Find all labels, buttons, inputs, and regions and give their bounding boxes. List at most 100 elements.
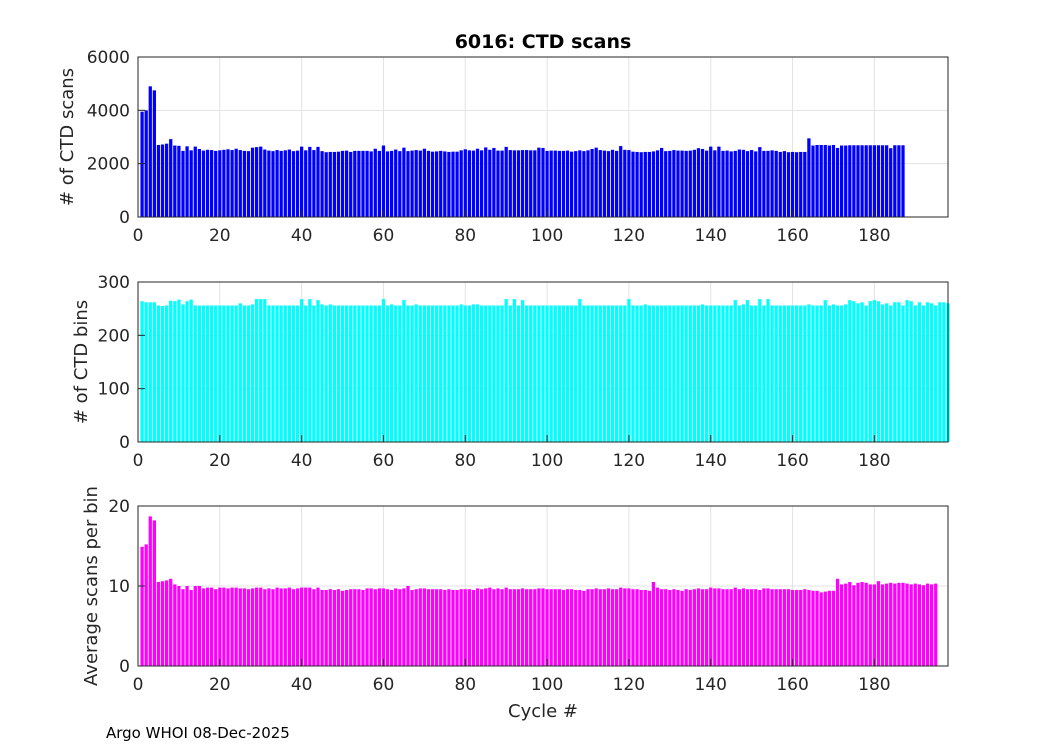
bar	[205, 305, 210, 442]
bar	[455, 151, 459, 217]
x-tick-label: 120	[613, 451, 645, 471]
bar	[725, 305, 729, 442]
bar	[778, 589, 782, 666]
bar	[181, 150, 185, 217]
bar	[259, 587, 263, 666]
bar	[570, 305, 574, 442]
bar	[758, 590, 762, 666]
bar	[840, 305, 844, 442]
bar	[353, 589, 357, 666]
bar	[684, 305, 688, 442]
bar	[508, 305, 512, 442]
bar	[504, 587, 508, 666]
bar	[774, 589, 778, 666]
bar	[889, 305, 893, 442]
bar	[537, 305, 541, 442]
bar	[173, 301, 177, 442]
bar	[259, 299, 263, 442]
bar	[619, 587, 623, 666]
bar	[733, 300, 737, 442]
bar	[210, 150, 214, 217]
bar	[390, 590, 394, 666]
bar	[169, 300, 173, 442]
bar	[492, 305, 496, 442]
bar	[267, 150, 271, 217]
bar	[844, 304, 848, 442]
bar	[512, 589, 516, 666]
bar	[144, 110, 148, 217]
bar	[304, 305, 308, 442]
bar	[709, 587, 713, 666]
bar	[406, 151, 410, 217]
bar	[565, 150, 570, 217]
bar	[885, 303, 889, 442]
bar	[500, 150, 504, 217]
bar	[549, 305, 553, 442]
bar	[340, 150, 345, 217]
bar	[713, 305, 717, 442]
bar	[451, 151, 455, 217]
bar	[668, 590, 672, 666]
bar	[205, 587, 210, 666]
bar	[312, 589, 316, 666]
bar	[688, 590, 692, 666]
bar	[287, 149, 291, 217]
bar	[561, 305, 566, 442]
bar	[177, 586, 181, 666]
bar	[426, 305, 431, 442]
bar	[385, 151, 390, 217]
bar	[222, 587, 226, 666]
bar	[512, 150, 516, 217]
bar	[831, 304, 836, 442]
bar	[885, 583, 889, 666]
bar	[799, 305, 803, 442]
bar	[345, 305, 349, 442]
bar	[250, 588, 255, 666]
bar	[864, 145, 868, 217]
bar	[435, 589, 439, 666]
bar	[750, 305, 754, 442]
bar	[754, 589, 758, 666]
bar	[295, 150, 300, 217]
bar	[766, 299, 770, 442]
bar	[160, 306, 165, 442]
bar	[680, 590, 684, 666]
bar	[823, 591, 827, 666]
bar	[627, 150, 631, 217]
bar	[610, 149, 615, 217]
bar	[361, 590, 365, 666]
bar	[557, 305, 561, 442]
bar	[913, 305, 917, 442]
bar	[463, 149, 467, 217]
x-tick-label: 80	[454, 451, 476, 471]
bar	[369, 151, 373, 217]
bar	[283, 588, 287, 666]
bar	[696, 588, 701, 666]
bar	[762, 588, 766, 666]
bar	[406, 586, 410, 666]
x-tick-label: 140	[695, 675, 727, 695]
bar	[516, 150, 521, 217]
bar	[316, 587, 320, 666]
bar	[786, 589, 791, 666]
bar	[140, 546, 144, 666]
bar	[267, 305, 271, 442]
bar	[721, 305, 725, 442]
bar	[876, 301, 881, 442]
bar	[647, 305, 651, 442]
bar	[467, 589, 471, 666]
bar	[525, 305, 529, 442]
bar	[316, 146, 320, 217]
bar	[872, 584, 876, 666]
bar	[439, 305, 443, 442]
bar	[639, 152, 643, 217]
bar	[745, 300, 750, 442]
bar	[709, 305, 713, 442]
bar	[901, 305, 905, 442]
bar	[819, 305, 823, 442]
bar	[725, 150, 729, 217]
bar	[811, 590, 815, 666]
bar	[868, 584, 872, 666]
bar	[214, 305, 218, 442]
bar	[422, 588, 426, 666]
